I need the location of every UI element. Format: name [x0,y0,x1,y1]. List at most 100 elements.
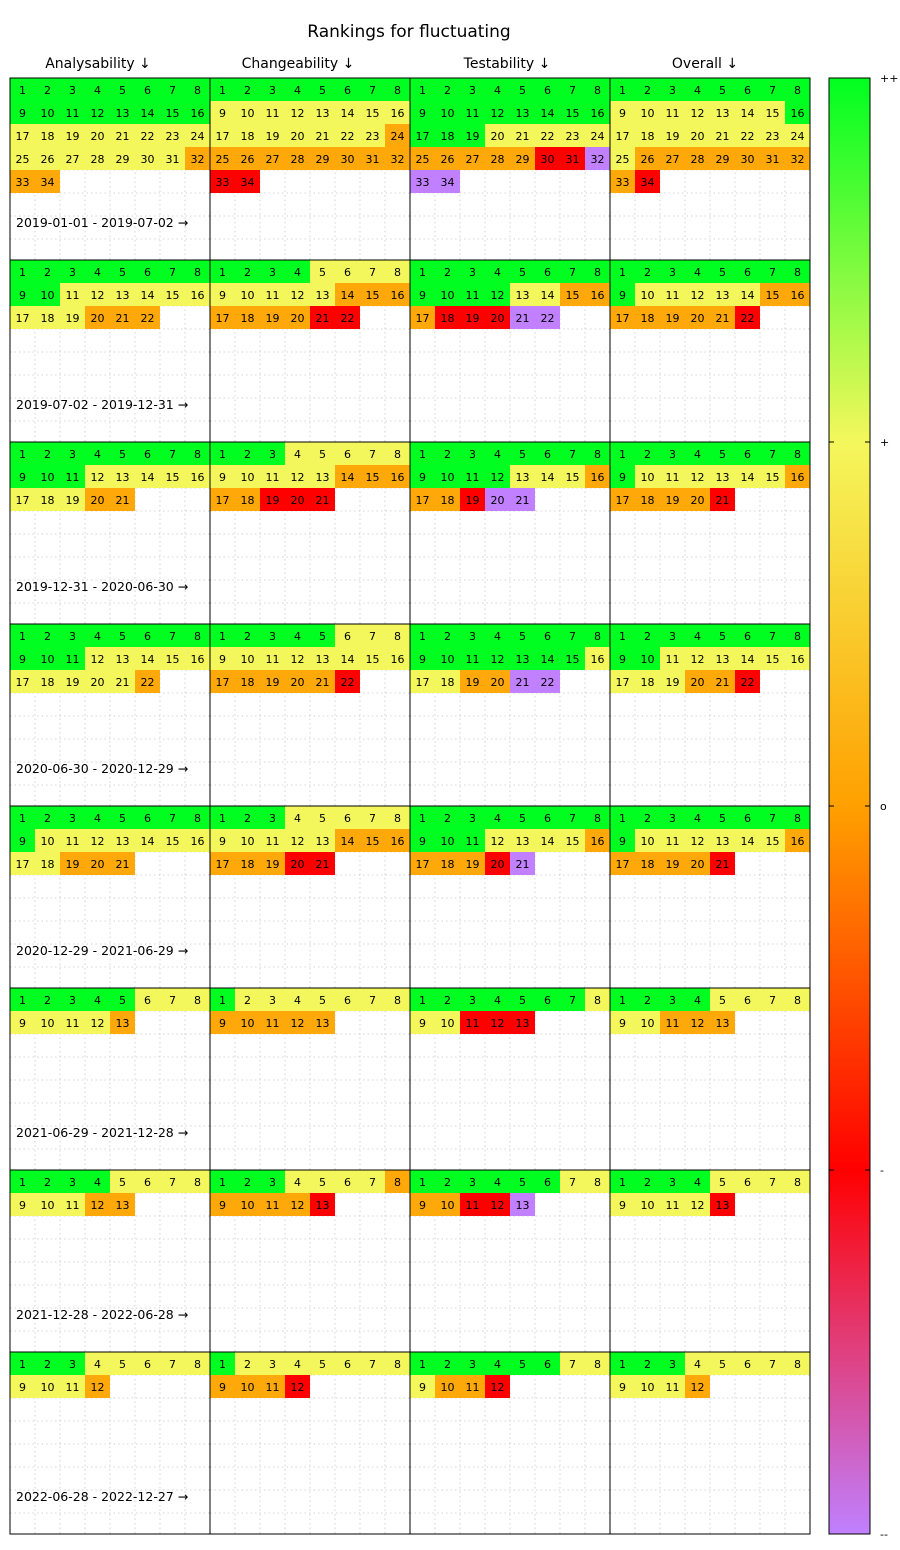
cell-label: 13 [316,289,330,302]
heatmap-cell [510,1193,535,1216]
cell-label: 10 [641,653,655,666]
cell-label: 18 [241,858,255,871]
cell-label: 6 [744,1176,751,1189]
heatmap-cell [635,283,660,306]
cell-label: 15 [766,653,780,666]
heatmap-cell [610,852,635,875]
heatmap-cell [685,988,710,1011]
heatmap-cell [10,306,35,329]
cell-label: 7 [369,448,376,461]
heatmap-cell [110,283,135,306]
cell-label: 18 [641,858,655,871]
cell-label: 18 [41,494,55,507]
heatmap-cell [110,442,135,465]
heatmap-cell [260,147,285,170]
cell-label: 1 [619,84,626,97]
heatmap-cell [460,147,485,170]
cell-label: 5 [319,630,326,643]
cell-label: 8 [794,448,801,461]
heatmap-cell [185,147,210,170]
cell-label: 19 [66,676,80,689]
heatmap-cell [160,465,185,488]
cell-label: 8 [794,1176,801,1189]
heatmap-cell [710,442,735,465]
heatmap-cell [85,1170,110,1193]
cell-label: 19 [66,494,80,507]
cell-label: 20 [691,130,705,143]
heatmap-cell [85,101,110,124]
cell-label: 18 [41,676,55,689]
heatmap-cell [85,806,110,829]
heatmap-cell [10,1170,35,1193]
cell-label: 6 [544,812,551,825]
cell-label: 12 [691,1381,705,1394]
cell-label: 2 [444,266,451,279]
cell-label: 14 [341,107,355,120]
cell-label: 32 [591,153,605,166]
cell-label: 19 [266,858,280,871]
heatmap-cell [285,124,310,147]
cell-label: 19 [66,312,80,325]
heatmap-cell [510,306,535,329]
cell-label: 4 [694,994,701,1007]
cell-label: 12 [91,471,105,484]
cell-label: 6 [144,1176,151,1189]
heatmap-cell [410,78,435,101]
heatmap-cell [35,988,60,1011]
cell-label: 13 [316,1199,330,1212]
heatmap-cell [585,829,610,852]
heatmap-cell [110,78,135,101]
cell-label: 20 [291,130,305,143]
cell-label: 13 [516,1017,530,1030]
heatmap-cell [785,829,810,852]
cell-label: 9 [219,289,226,302]
cell-label: 21 [516,130,530,143]
cell-label: 5 [319,266,326,279]
heatmap-cell [135,1352,160,1375]
heatmap-cell [610,465,635,488]
heatmap-cell [360,988,385,1011]
heatmap-cell [85,1375,110,1398]
heatmap-cell [635,829,660,852]
cell-label: 12 [91,107,105,120]
cell-label: 4 [294,630,301,643]
cell-label: 19 [666,312,680,325]
heatmap-cell [85,306,110,329]
cell-label: 19 [266,312,280,325]
heatmap-cell [435,852,460,875]
heatmap-cell [610,1352,635,1375]
cell-label: 18 [441,312,455,325]
period-label: 2019-07-02 - 2019-12-31 → [16,397,188,412]
cell-label: 1 [219,994,226,1007]
heatmap-cell [85,465,110,488]
cell-label: 10 [641,1199,655,1212]
cell-label: 13 [516,835,530,848]
heatmap-cell [60,283,85,306]
heatmap-cell [735,1170,760,1193]
heatmap-cell [360,647,385,670]
heatmap-cell [260,647,285,670]
heatmap-cell [585,647,610,670]
heatmap-cell [785,78,810,101]
heatmap-cell [60,1011,85,1034]
heatmap-cell [410,465,435,488]
cell-label: 6 [144,448,151,461]
heatmap-cell [510,806,535,829]
cell-label: 13 [716,1199,730,1212]
column-header-analysability: Analysability ↓ [45,56,151,72]
cell-label: 22 [541,676,555,689]
heatmap-cell [585,465,610,488]
cell-label: 3 [469,448,476,461]
heatmap-cell [510,124,535,147]
heatmap-cell [485,670,510,693]
heatmap-cell [260,852,285,875]
heatmap-cell [410,124,435,147]
heatmap-cell [460,829,485,852]
heatmap-cell [360,147,385,170]
heatmap-cell [235,101,260,124]
heatmap-cell [260,260,285,283]
cell-label: 9 [419,471,426,484]
heatmap-cell [710,260,735,283]
